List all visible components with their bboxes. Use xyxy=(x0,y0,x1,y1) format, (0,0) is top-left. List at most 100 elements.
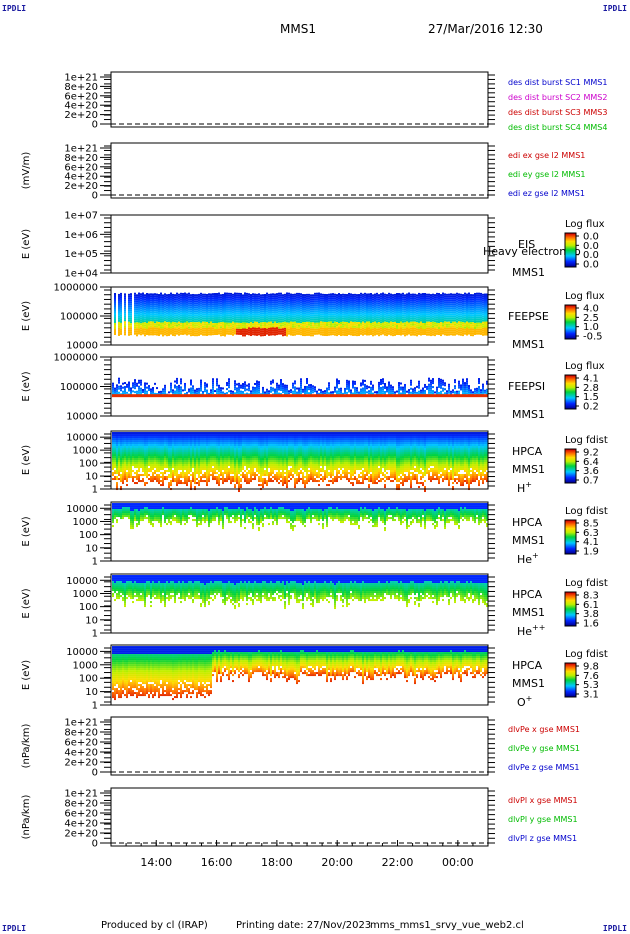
spectrogram-cell xyxy=(450,297,452,300)
spectrogram-cell xyxy=(476,326,478,329)
spectrogram-cell xyxy=(134,320,136,323)
spectrogram-cell xyxy=(364,330,366,333)
spectrogram-cell xyxy=(294,303,296,306)
spectrogram-cell xyxy=(450,390,452,393)
spectrogram-cell xyxy=(442,322,444,325)
spectrogram-cell xyxy=(458,311,460,314)
spectrogram-cell xyxy=(350,303,352,306)
spectrogram-cell xyxy=(276,309,278,312)
spectrogram-cell xyxy=(470,312,472,315)
spectrogram-cell xyxy=(202,311,204,314)
spectrogram-cell xyxy=(292,392,294,395)
spectrogram-cell xyxy=(442,387,444,390)
spectrogram-cell xyxy=(440,334,442,337)
spectrogram-cell xyxy=(170,318,172,321)
spectrogram-cell xyxy=(418,324,420,327)
spectrogram-cell xyxy=(124,299,126,302)
spectrogram-cell xyxy=(320,301,322,304)
spectrogram-cell xyxy=(204,323,206,326)
spectrogram-cell xyxy=(446,317,448,320)
spectrogram-cell xyxy=(410,295,412,298)
spectrogram-cell xyxy=(184,318,186,321)
spectrogram-cell xyxy=(240,314,242,317)
spectrogram-cell xyxy=(416,316,418,319)
spectrogram-cell xyxy=(258,389,260,392)
spectrogram-cell xyxy=(254,386,256,389)
spectrogram-cell xyxy=(230,330,232,333)
spectrogram-cell xyxy=(250,334,252,337)
spectrogram-cell xyxy=(418,322,420,325)
spectrogram-cell xyxy=(302,296,304,299)
spectrogram-cell xyxy=(352,301,354,304)
spectrogram-cell xyxy=(254,392,256,395)
spectrogram-cell xyxy=(154,394,156,398)
spectrogram-cell xyxy=(244,294,246,297)
spectrogram-cell xyxy=(468,316,470,319)
spectrogram-cell xyxy=(128,394,130,398)
spectrogram-cell xyxy=(282,322,284,325)
spectrogram-cell xyxy=(138,310,140,313)
spectrogram-cell xyxy=(188,394,190,398)
spectrogram-cell xyxy=(468,308,470,311)
spectrogram-cell xyxy=(266,322,268,325)
spectrogram-cell xyxy=(304,314,306,317)
spectrogram-cell xyxy=(416,306,418,309)
spectrogram-cell xyxy=(384,295,386,298)
spectrogram-cell xyxy=(422,313,424,316)
spectrogram-cell xyxy=(310,394,312,398)
spectrogram-cell xyxy=(266,332,268,335)
spectrogram-cell xyxy=(342,295,344,298)
spectrogram-cell xyxy=(162,294,164,297)
spectrogram-cell xyxy=(410,331,412,334)
spectrogram-cell xyxy=(252,307,254,310)
spectrogram-cell xyxy=(334,319,336,322)
spectrogram-cell xyxy=(222,323,224,326)
spectrogram-cell xyxy=(114,321,116,324)
spectrogram-cell xyxy=(456,298,458,301)
spectrogram-cell xyxy=(260,324,262,327)
spectrogram-cell xyxy=(462,330,464,333)
spectrogram-cell xyxy=(484,295,486,298)
spectrogram-cell xyxy=(472,310,474,313)
spectrogram-cell xyxy=(332,317,334,320)
spectrogram-cell xyxy=(478,306,480,309)
spectrogram-cell xyxy=(146,322,148,325)
spectrogram-cell xyxy=(474,322,476,325)
spectrogram-cell xyxy=(312,296,314,299)
spectrogram-cell xyxy=(212,331,214,334)
spectrogram-cell xyxy=(436,292,438,295)
spectrogram-cell xyxy=(422,327,424,330)
spectrogram-cell xyxy=(204,386,206,389)
spectrogram-cell xyxy=(422,297,424,300)
spectrogram-cell xyxy=(226,322,228,325)
spectrogram-cell xyxy=(186,305,188,308)
spectrogram-cell xyxy=(282,316,284,319)
spectrogram-cell xyxy=(328,329,330,332)
spectrogram-cell xyxy=(212,297,214,300)
spectrogram-cell xyxy=(218,312,220,315)
spectrogram-cell xyxy=(194,302,196,305)
spectrogram-cell xyxy=(212,392,214,395)
spectrogram-cell xyxy=(282,324,284,327)
spectrogram-cell xyxy=(416,320,418,323)
spectrogram-cell xyxy=(360,318,362,321)
spectrogram-cell xyxy=(152,319,154,322)
spectrogram-cell xyxy=(160,304,162,307)
spectrogram-cell xyxy=(356,391,358,394)
spectrogram-cell xyxy=(212,384,214,387)
spectrogram-cell xyxy=(186,303,188,306)
spectrogram-cell xyxy=(242,304,244,307)
spectrogram-cell xyxy=(308,319,310,322)
spectrogram-cell xyxy=(128,295,130,298)
spectrogram-cell xyxy=(138,300,140,303)
spectrogram-cell xyxy=(208,331,210,334)
spectrogram-cell xyxy=(148,305,150,308)
spectrogram-cell xyxy=(202,307,204,310)
spectrogram-cell xyxy=(424,305,426,308)
spectrogram-cell xyxy=(318,310,320,313)
spectrogram-cell xyxy=(128,325,130,328)
spectrogram-cell xyxy=(450,317,452,320)
spectrogram-cell xyxy=(254,295,256,298)
spectrogram-cell xyxy=(462,324,464,327)
spectrogram-cell xyxy=(398,329,400,332)
